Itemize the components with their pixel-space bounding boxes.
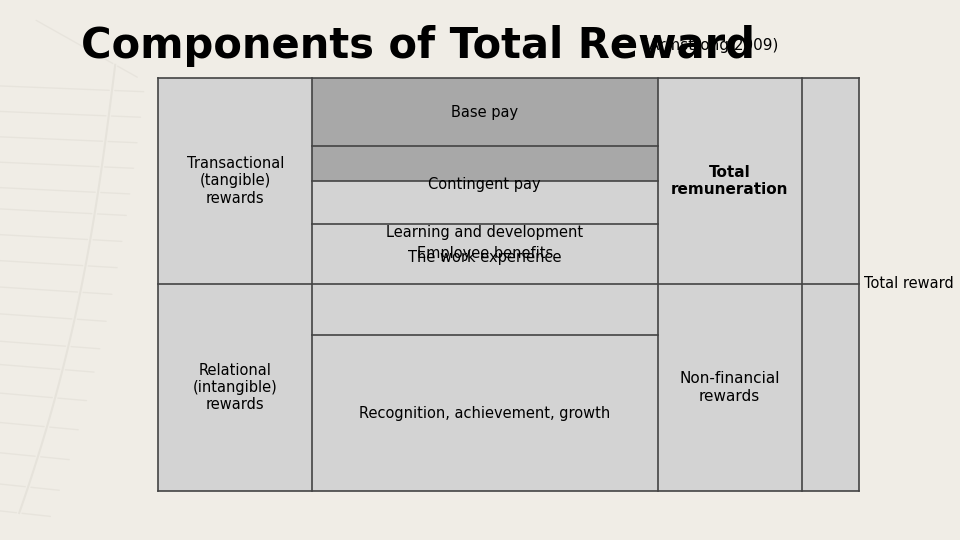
Text: (Armstrong 2009): (Armstrong 2009) — [642, 38, 779, 53]
Bar — [312, 181, 658, 284]
Text: Transactional
(tangible)
rewards: Transactional (tangible) rewards — [186, 156, 284, 206]
Bar — [158, 284, 312, 491]
Text: Total
remuneration: Total remuneration — [671, 165, 788, 197]
Bar — [312, 224, 658, 284]
Text: Learning and development: Learning and development — [386, 225, 584, 240]
Bar — [658, 78, 802, 284]
Bar — [312, 335, 658, 491]
Text: Relational
(intangible)
rewards: Relational (intangible) rewards — [193, 362, 277, 413]
Bar — [802, 78, 859, 284]
Bar — [802, 284, 859, 491]
Bar — [312, 181, 658, 335]
Text: Base pay: Base pay — [451, 105, 518, 119]
Text: The work experience: The work experience — [408, 251, 562, 265]
Bar — [658, 284, 802, 491]
Text: Contingent pay: Contingent pay — [428, 178, 541, 192]
Bar — [312, 78, 658, 146]
Bar — [158, 78, 312, 284]
Text: Non-financial
rewards: Non-financial rewards — [680, 372, 780, 404]
Bar — [312, 146, 658, 224]
Text: Employee benefits: Employee benefits — [417, 246, 553, 261]
Text: Recognition, achievement, growth: Recognition, achievement, growth — [359, 406, 611, 421]
Text: Components of Total Reward: Components of Total Reward — [81, 25, 755, 67]
Text: Total reward: Total reward — [864, 276, 953, 291]
